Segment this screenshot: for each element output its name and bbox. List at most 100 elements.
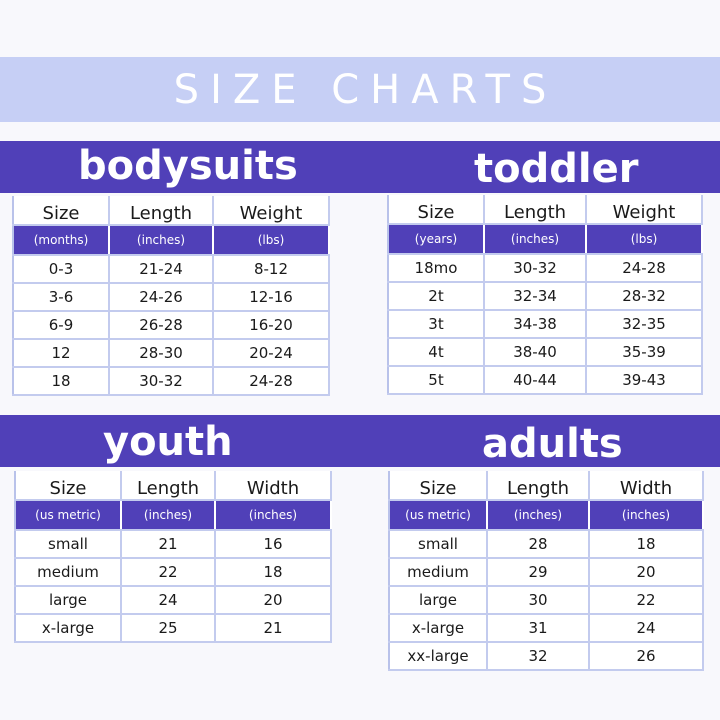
- column-header: Length: [109, 196, 214, 226]
- adults-heading: adults: [482, 421, 623, 467]
- size-cell: 3t: [388, 310, 485, 339]
- header-row: Size Length Weight: [13, 196, 330, 226]
- youth-table: Size Length Width (us metric) (inches) (…: [14, 471, 332, 643]
- weight-cell: 39-43: [586, 366, 703, 395]
- width-cell: 20: [589, 558, 704, 587]
- weight-cell: 20-24: [213, 339, 330, 368]
- length-cell: 28: [487, 530, 590, 559]
- size-cell: 5t: [388, 366, 485, 395]
- width-cell: 18: [215, 558, 332, 587]
- table-row: 3t 34-38 32-35: [388, 310, 703, 339]
- width-cell: 26: [589, 642, 704, 671]
- table-row: 6-9 26-28 16-20: [13, 311, 330, 340]
- length-cell: 21: [121, 530, 216, 559]
- size-cell: large: [15, 586, 122, 615]
- unit-label: (months): [13, 225, 110, 256]
- bodysuits-heading: bodysuits: [78, 143, 298, 189]
- units-row: (us metric) (inches) (inches): [15, 500, 332, 531]
- column-header: Size: [388, 195, 485, 225]
- weight-cell: 12-16: [213, 283, 330, 312]
- length-cell: 31: [487, 614, 590, 643]
- width-cell: 22: [589, 586, 704, 615]
- length-cell: 24: [121, 586, 216, 615]
- unit-label: (inches): [487, 500, 590, 531]
- table-row: 12 28-30 20-24: [13, 339, 330, 368]
- weight-cell: 28-32: [586, 282, 703, 311]
- weight-cell: 16-20: [213, 311, 330, 340]
- length-cell: 24-26: [109, 283, 214, 312]
- size-cell: medium: [15, 558, 122, 587]
- bodysuits-table: Size Length Weight (months) (inches) (lb…: [12, 196, 330, 396]
- size-cell: large: [389, 586, 488, 615]
- size-cell: medium: [389, 558, 488, 587]
- column-header: Length: [484, 195, 587, 225]
- length-cell: 22: [121, 558, 216, 587]
- size-cell: 18: [13, 367, 110, 396]
- length-cell: 30-32: [109, 367, 214, 396]
- column-header: Weight: [586, 195, 703, 225]
- unit-label: (inches): [121, 500, 216, 531]
- size-cell: 4t: [388, 338, 485, 367]
- unit-label: (years): [388, 224, 485, 255]
- table-row: large 24 20: [15, 586, 332, 615]
- size-cell: small: [15, 530, 122, 559]
- column-header: Length: [487, 471, 590, 501]
- table-row: x-large 31 24: [389, 614, 704, 643]
- header-row: Size Length Width: [15, 471, 332, 501]
- column-header: Size: [389, 471, 488, 501]
- size-cell: 0-3: [13, 255, 110, 284]
- table-row: 3-6 24-26 12-16: [13, 283, 330, 312]
- units-row: (months) (inches) (lbs): [13, 225, 330, 256]
- unit-label: (inches): [215, 500, 332, 531]
- unit-label: (us metric): [389, 500, 488, 531]
- column-header: Width: [215, 471, 332, 501]
- column-header: Size: [13, 196, 110, 226]
- column-header: Width: [589, 471, 704, 501]
- table-row: 18mo 30-32 24-28: [388, 254, 703, 283]
- toddler-heading: toddler: [474, 146, 639, 192]
- length-cell: 30-32: [484, 254, 587, 283]
- table-row: xx-large 32 26: [389, 642, 704, 671]
- table-row: 0-3 21-24 8-12: [13, 255, 330, 284]
- size-cell: small: [389, 530, 488, 559]
- length-cell: 32-34: [484, 282, 587, 311]
- weight-cell: 35-39: [586, 338, 703, 367]
- width-cell: 24: [589, 614, 704, 643]
- unit-label: (lbs): [586, 224, 703, 255]
- table-row: 18 30-32 24-28: [13, 367, 330, 396]
- unit-label: (inches): [109, 225, 214, 256]
- table-row: small 21 16: [15, 530, 332, 559]
- length-cell: 34-38: [484, 310, 587, 339]
- toddler-table: Size Length Weight (years) (inches) (lbs…: [387, 195, 703, 395]
- length-cell: 25: [121, 614, 216, 643]
- length-cell: 26-28: [109, 311, 214, 340]
- weight-cell: 32-35: [586, 310, 703, 339]
- length-cell: 28-30: [109, 339, 214, 368]
- unit-label: (inches): [484, 224, 587, 255]
- length-cell: 38-40: [484, 338, 587, 367]
- length-cell: 21-24: [109, 255, 214, 284]
- size-cell: 6-9: [13, 311, 110, 340]
- unit-label: (lbs): [213, 225, 330, 256]
- size-cell: xx-large: [389, 642, 488, 671]
- units-row: (us metric) (inches) (inches): [389, 500, 704, 531]
- size-cell: x-large: [15, 614, 122, 643]
- bottom-section-band: [0, 415, 720, 467]
- size-cell: 3-6: [13, 283, 110, 312]
- width-cell: 16: [215, 530, 332, 559]
- page-title: SIZE CHARTS: [173, 66, 558, 113]
- table-row: medium 29 20: [389, 558, 704, 587]
- size-cell: 2t: [388, 282, 485, 311]
- youth-heading: youth: [103, 419, 233, 465]
- unit-label: (inches): [589, 500, 704, 531]
- table-row: large 30 22: [389, 586, 704, 615]
- top-section-band: [0, 141, 720, 193]
- size-cell: 18mo: [388, 254, 485, 283]
- unit-label: (us metric): [15, 500, 122, 531]
- size-cell: 12: [13, 339, 110, 368]
- weight-cell: 24-28: [213, 367, 330, 396]
- banner: SIZE CHARTS: [0, 57, 720, 122]
- length-cell: 30: [487, 586, 590, 615]
- weight-cell: 8-12: [213, 255, 330, 284]
- size-cell: x-large: [389, 614, 488, 643]
